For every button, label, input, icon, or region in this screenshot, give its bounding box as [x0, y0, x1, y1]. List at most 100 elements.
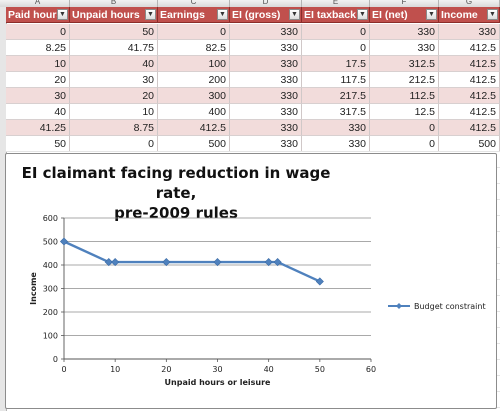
table-cell[interactable]: 17.5 — [302, 56, 370, 72]
table-cell[interactable]: 117.5 — [302, 72, 370, 88]
column-letter-d[interactable]: D — [230, 0, 302, 7]
table-cell[interactable]: 100 — [158, 56, 230, 72]
table-cell[interactable]: 330 — [230, 120, 302, 136]
column-letter-g[interactable]: G — [439, 0, 500, 7]
table-cell[interactable]: 20 — [70, 88, 158, 104]
table-cell[interactable]: 317.5 — [302, 104, 370, 120]
header-cell[interactable]: EI (net) ▼ — [370, 7, 439, 23]
table-cell[interactable]: 500 — [439, 136, 500, 152]
header-cell[interactable]: Paid hours ▼ — [6, 7, 70, 23]
table-cell[interactable]: 217.5 — [302, 88, 370, 104]
data-point-marker — [162, 258, 171, 267]
table-cell[interactable]: 0 — [158, 24, 230, 40]
table-cell[interactable]: 330 — [302, 136, 370, 152]
table-cell[interactable]: 412.5 — [439, 120, 500, 136]
table-cell[interactable]: 50 — [70, 24, 158, 40]
filter-dropdown-button[interactable]: ▼ — [217, 9, 228, 20]
y-tick-label: 300 — [43, 285, 58, 294]
x-tick-label: 30 — [212, 365, 222, 374]
legend-marker — [396, 303, 402, 309]
table-cell[interactable]: 112.5 — [370, 88, 439, 104]
table-cell[interactable]: 10 — [6, 56, 70, 72]
table-cell[interactable]: 82.5 — [158, 40, 230, 56]
header-cell[interactable]: EI (gross) ▼ — [230, 7, 302, 23]
column-letter-e[interactable]: E — [302, 0, 370, 7]
table-cell[interactable]: 8.25 — [6, 40, 70, 56]
x-axis-title: Unpaid hours or leisure — [165, 378, 271, 387]
legend-label: Budget constraint — [414, 302, 486, 311]
data-point-marker — [213, 258, 222, 267]
table-cell[interactable]: 8.75 — [70, 120, 158, 136]
filter-dropdown-button[interactable]: ▼ — [289, 9, 300, 20]
table-cell[interactable]: 330 — [370, 40, 439, 56]
filter-dropdown-button[interactable]: ▼ — [145, 9, 156, 20]
table-cell[interactable]: 30 — [6, 88, 70, 104]
data-point-marker — [104, 258, 113, 267]
table-cell[interactable]: 12.5 — [370, 104, 439, 120]
column-letter-a[interactable]: A — [6, 0, 70, 7]
column-letter-c[interactable]: C — [158, 0, 230, 7]
table-cell[interactable]: 412.5 — [158, 120, 230, 136]
header-label: Income — [441, 9, 478, 21]
table-cell[interactable]: 0 — [370, 136, 439, 152]
table-cell[interactable]: 412.5 — [439, 56, 500, 72]
table-cell[interactable]: 0 — [370, 120, 439, 136]
table-cell[interactable]: 330 — [230, 40, 302, 56]
x-tick-label: 20 — [161, 365, 171, 374]
table-cell[interactable]: 20 — [6, 72, 70, 88]
table-cell[interactable]: 400 — [158, 104, 230, 120]
header-label: EI (gross) — [232, 9, 281, 21]
table-cell[interactable]: 200 — [158, 72, 230, 88]
table-cell[interactable]: 0 — [302, 24, 370, 40]
table-cell[interactable]: 330 — [439, 24, 500, 40]
table-cell[interactable]: 40 — [6, 104, 70, 120]
table-cell[interactable]: 41.25 — [6, 120, 70, 136]
table-cell[interactable]: 330 — [370, 24, 439, 40]
table-cell[interactable]: 330 — [230, 88, 302, 104]
table-cell[interactable]: 0 — [70, 136, 158, 152]
table-cell[interactable]: 412.5 — [439, 72, 500, 88]
table-cell[interactable]: 330 — [230, 136, 302, 152]
table-cell[interactable]: 50 — [6, 136, 70, 152]
filter-dropdown-button[interactable]: ▼ — [426, 9, 437, 20]
column-letter-f[interactable]: F — [370, 0, 439, 7]
filter-dropdown-button[interactable]: ▼ — [487, 9, 498, 20]
table-cell[interactable]: 41.75 — [70, 40, 158, 56]
table-cell[interactable]: 330 — [230, 24, 302, 40]
header-cell[interactable]: EI taxback ▼ — [302, 7, 370, 23]
y-tick-label: 100 — [43, 332, 58, 341]
header-cell[interactable]: Earnings ▼ — [158, 7, 230, 23]
x-tick-label: 0 — [61, 365, 66, 374]
chart-title-line-2: pre-2009 rules — [114, 204, 238, 222]
table-cell[interactable]: 0 — [302, 40, 370, 56]
table-cell[interactable]: 10 — [70, 104, 158, 120]
data-point-marker — [273, 258, 282, 267]
column-letter-b[interactable]: B — [70, 0, 158, 7]
data-point-marker — [111, 258, 120, 267]
table-cell[interactable]: 300 — [158, 88, 230, 104]
table-cell[interactable]: 330 — [230, 56, 302, 72]
table-cell[interactable]: 40 — [70, 56, 158, 72]
table-cell[interactable]: 0 — [6, 24, 70, 40]
data-point-marker — [59, 237, 69, 246]
header-cell[interactable]: Income ▼ — [439, 7, 500, 23]
table-cell[interactable]: 312.5 — [370, 56, 439, 72]
chart-title: EI claimant facing reduction in wage rat… — [6, 163, 346, 223]
x-tick-label: 40 — [264, 365, 274, 374]
data-point-marker — [315, 277, 324, 286]
table-cell[interactable]: 330 — [230, 104, 302, 120]
x-tick-label: 50 — [315, 365, 325, 374]
header-label: EI (net) — [372, 9, 408, 21]
chart[interactable]: EI claimant facing reduction in wage rat… — [5, 153, 497, 409]
filter-dropdown-button[interactable]: ▼ — [57, 9, 68, 20]
table-cell[interactable]: 412.5 — [439, 88, 500, 104]
header-cell[interactable]: Unpaid hours ▼ — [70, 7, 158, 23]
filter-dropdown-button[interactable]: ▼ — [357, 9, 368, 20]
table-cell[interactable]: 212.5 — [370, 72, 439, 88]
table-cell[interactable]: 330 — [230, 72, 302, 88]
table-cell[interactable]: 330 — [302, 120, 370, 136]
table-cell[interactable]: 412.5 — [439, 40, 500, 56]
table-cell[interactable]: 500 — [158, 136, 230, 152]
table-cell[interactable]: 412.5 — [439, 104, 500, 120]
table-cell[interactable]: 30 — [70, 72, 158, 88]
